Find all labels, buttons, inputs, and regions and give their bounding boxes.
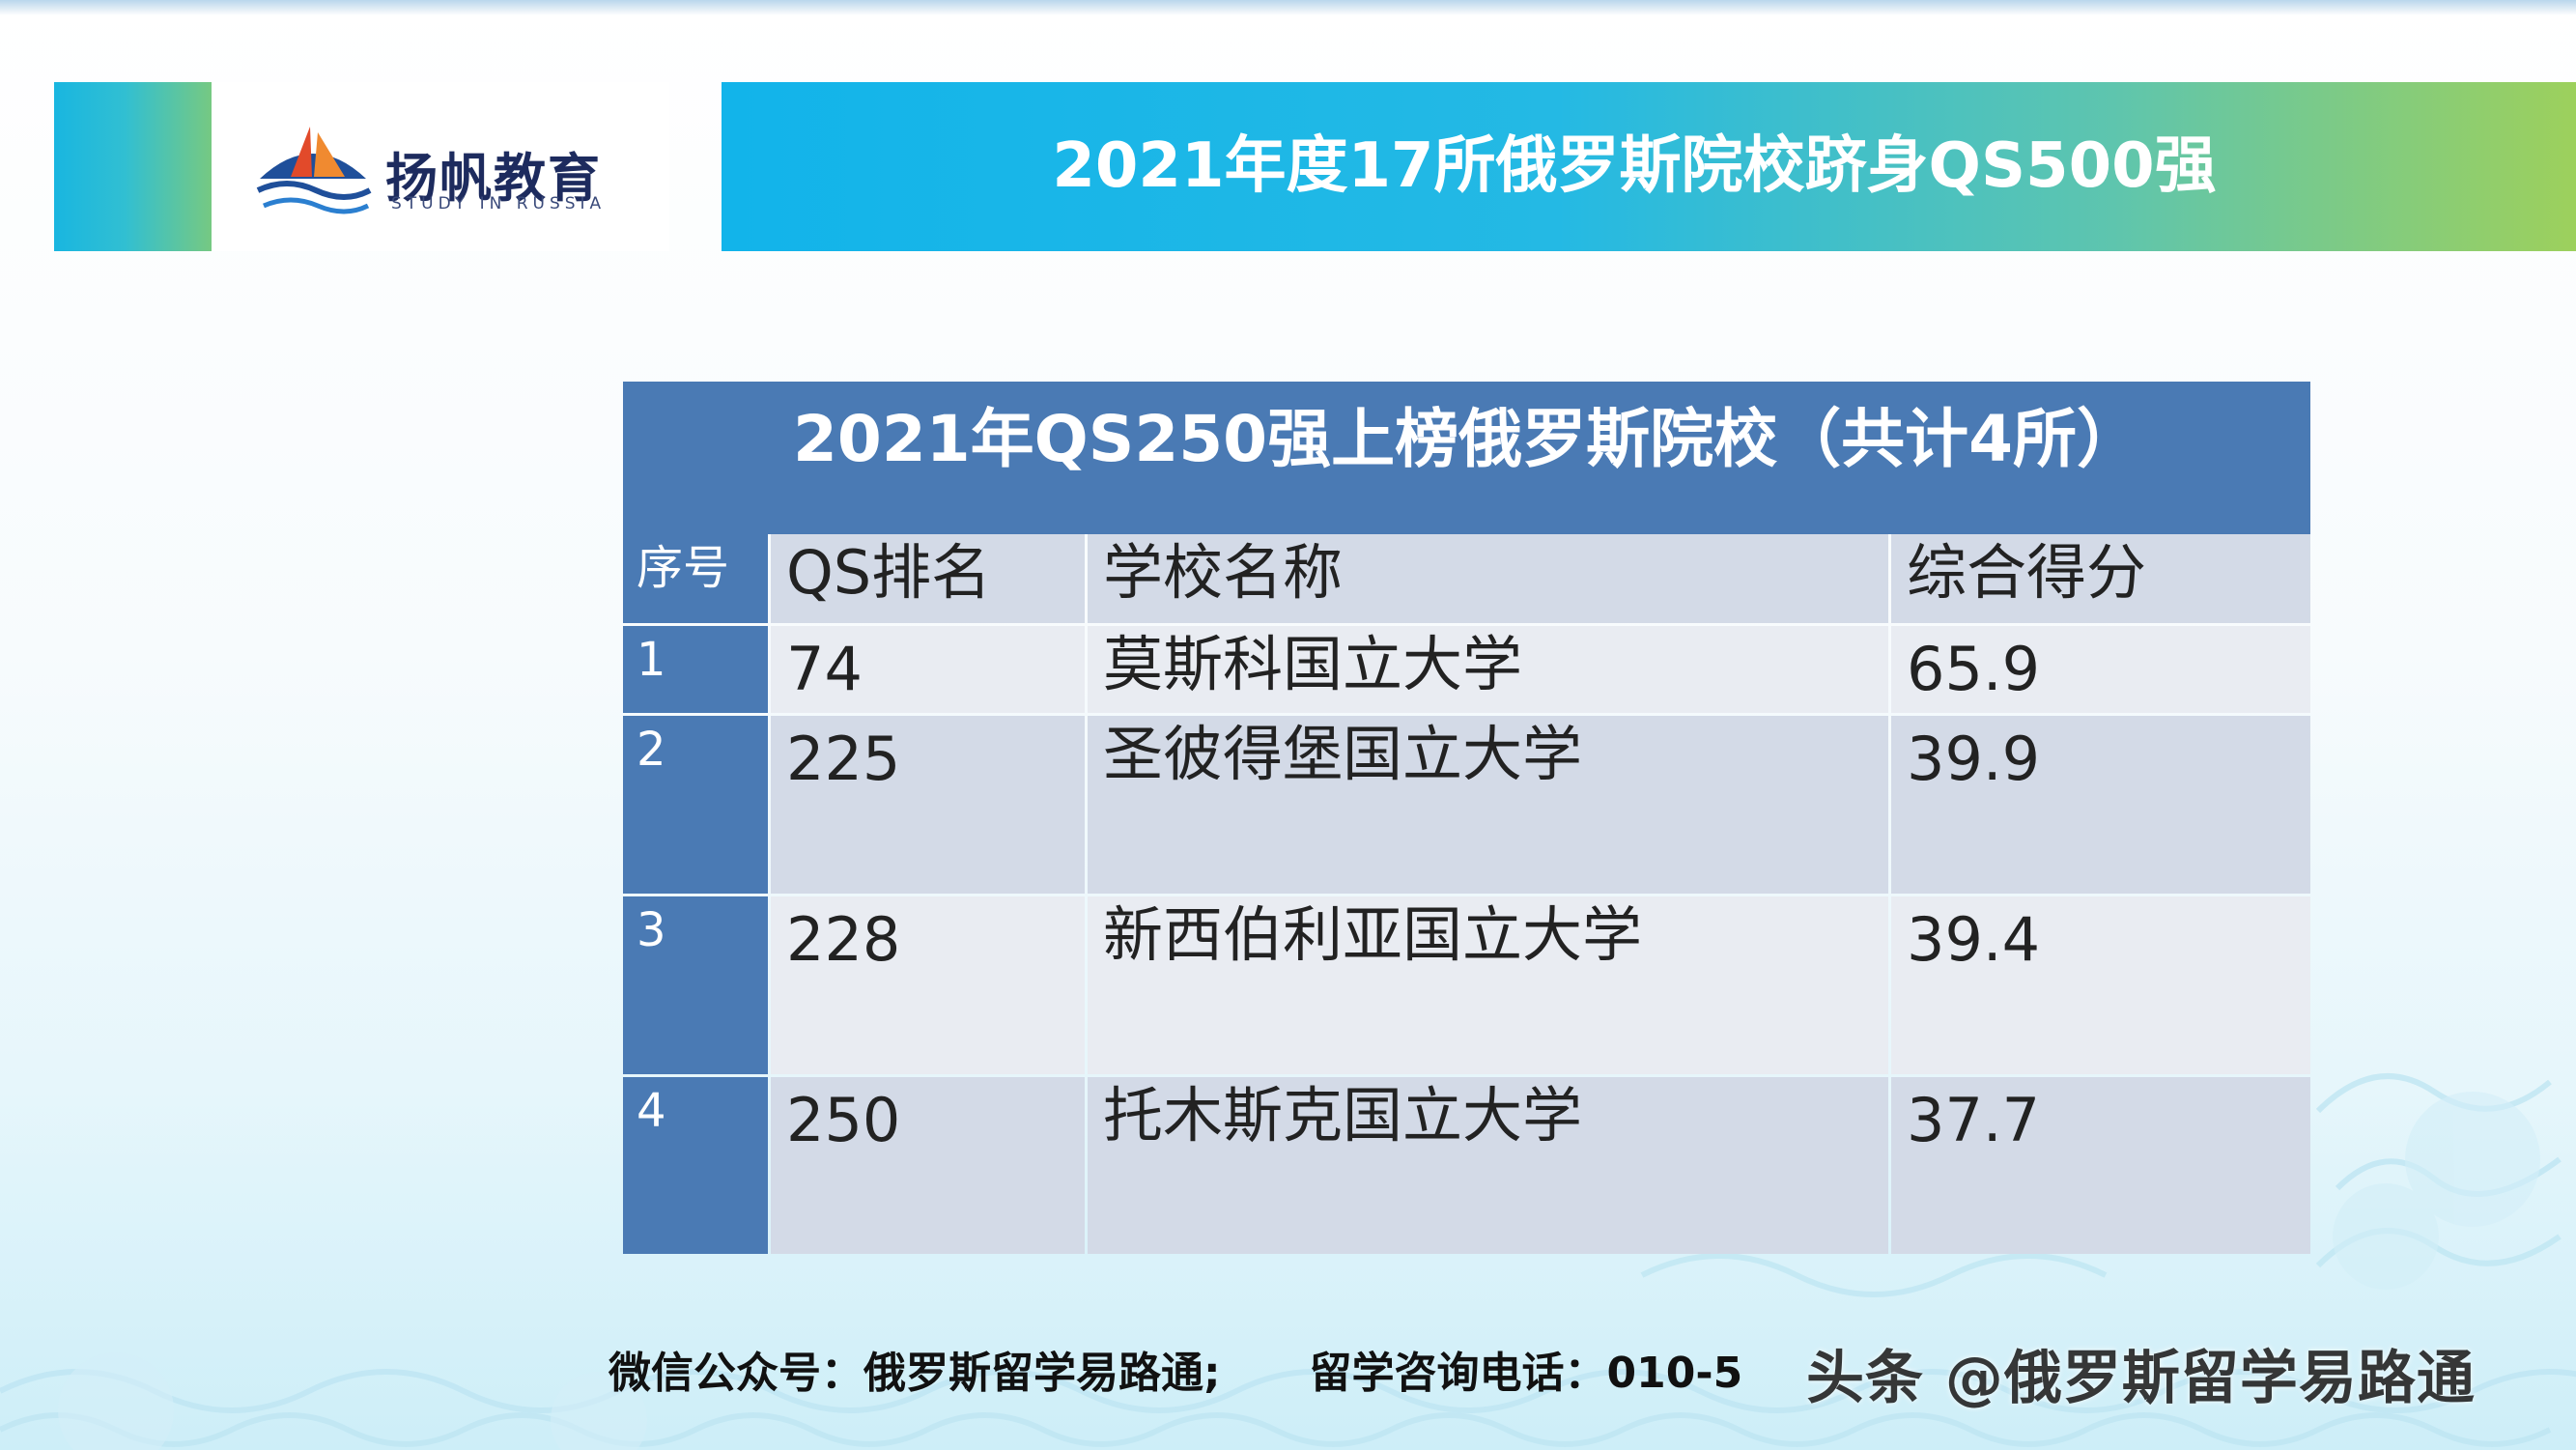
table-row-index: 4 <box>623 1077 768 1254</box>
table-row-index: 2 <box>623 716 768 894</box>
column-header-qs-rank: QS排名 <box>771 534 1085 623</box>
table-row-school: 莫斯科国立大学 <box>1088 626 1888 713</box>
table-row-score: 65.9 <box>1891 626 2310 713</box>
footer-contact-text: 微信公众号：俄罗斯留学易路通; 留学咨询电话：010-5 <box>609 1349 1743 1398</box>
top-stripe <box>0 0 2576 15</box>
table-row-index: 1 <box>623 626 768 713</box>
logo-accent-block <box>54 82 212 251</box>
table-row-score: 39.4 <box>1891 896 2310 1074</box>
column-header-score: 综合得分 <box>1891 534 2310 623</box>
logo-panel: 扬帆教育 STUDY IN RUSSIA <box>212 82 669 251</box>
watermark-text: 头条 @俄罗斯留学易路通 <box>1806 1345 2476 1412</box>
table-row-qs-rank: 225 <box>771 716 1085 894</box>
table-row-index: 3 <box>623 896 768 1074</box>
table-title: 2021年QS250强上榜俄罗斯院校（共计4所） <box>792 402 2141 476</box>
table-row-qs-rank: 250 <box>771 1077 1085 1254</box>
column-header-school: 学校名称 <box>1088 534 1888 623</box>
table-row-school: 圣彼得堡国立大学 <box>1088 716 1888 894</box>
logo-name-en: STUDY IN RUSSIA <box>391 194 607 213</box>
sailboat-logo-icon <box>256 127 372 214</box>
table-title-bar: 2021年QS250强上榜俄罗斯院校（共计4所） <box>623 382 2310 534</box>
column-header-index: 序号 <box>623 534 768 623</box>
table-row-school: 托木斯克国立大学 <box>1088 1077 1888 1254</box>
title-banner: 2021年度17所俄罗斯院校跻身QS500强 <box>722 82 2576 251</box>
table-row-qs-rank: 228 <box>771 896 1085 1074</box>
table-row-score: 37.7 <box>1891 1077 2310 1254</box>
logo-name-cn: 扬帆教育 <box>385 148 602 209</box>
table-row-score: 39.9 <box>1891 716 2310 894</box>
table-row-school: 新西伯利亚国立大学 <box>1088 896 1888 1074</box>
banner-title: 2021年度17所俄罗斯院校跻身QS500强 <box>1052 130 2217 202</box>
table-row-qs-rank: 74 <box>771 626 1085 713</box>
